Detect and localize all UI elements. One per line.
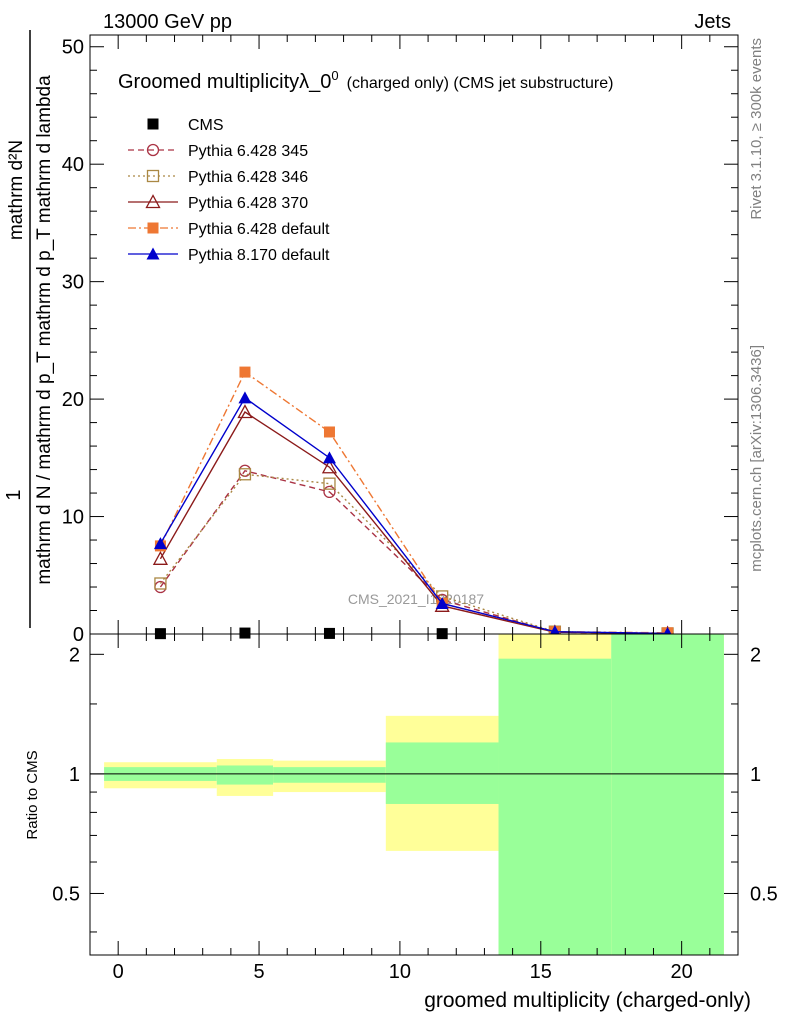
ratio-axes: 0.5 0.51 12 20 5 10 15 20 bbox=[52, 634, 778, 983]
ratio-y-tick-label-right: 2 bbox=[750, 644, 761, 666]
watermark: CMS_2021_I1920187 bbox=[348, 591, 484, 607]
legend-marker-0 bbox=[147, 118, 159, 130]
data-point-s5-0 bbox=[153, 537, 167, 550]
x-tick-label: 15 bbox=[530, 961, 552, 983]
data-point-s5-1 bbox=[238, 391, 252, 404]
series-line-5 bbox=[159, 396, 668, 635]
x-tick-label: 5 bbox=[253, 961, 264, 983]
y-tick-label: 10 bbox=[62, 507, 84, 529]
ratio-y-tick-label: 2 bbox=[69, 644, 80, 666]
ratio-frame bbox=[89, 633, 739, 956]
series-line-1 bbox=[159, 469, 668, 635]
legend-marker-1 bbox=[146, 143, 160, 157]
legend: CMS Pythia 6.428 345 Pythia 6.428 346 Pythi… bbox=[128, 117, 330, 264]
ratio-band-green-2 bbox=[273, 767, 386, 783]
plot-title-main: Groomed multiplicityλ_0 bbox=[118, 71, 331, 93]
main-axes: 0 10 20 30 40 50 bbox=[62, 35, 739, 646]
y-tick-label: 0 bbox=[73, 624, 84, 646]
data-point-s5-2 bbox=[322, 451, 336, 464]
series-line-2 bbox=[159, 473, 668, 635]
ratio-y-tick-label-right: 0.5 bbox=[750, 883, 778, 905]
legend-label-1: Pythia 6.428 345 bbox=[188, 143, 308, 160]
ratio-bands bbox=[104, 634, 724, 955]
ratio-y-label: Ratio to CMS bbox=[24, 750, 41, 839]
data-point-s3-1 bbox=[237, 404, 253, 419]
ratio-band-green-3 bbox=[385, 742, 499, 804]
legend-marker-2 bbox=[146, 169, 160, 183]
data-point-s3-2 bbox=[321, 459, 338, 474]
data-point-s0-2 bbox=[323, 627, 335, 639]
ratio-band-green-1 bbox=[216, 765, 274, 785]
y-label-numerator-right: mathrm d²N bbox=[6, 140, 27, 240]
data-point-s5-3 bbox=[435, 596, 449, 609]
x-tick-label: 10 bbox=[389, 961, 411, 983]
y-tick-label: 50 bbox=[62, 37, 84, 59]
series-line-4 bbox=[159, 371, 668, 634]
data-point-s4-2 bbox=[323, 426, 335, 438]
data-point-s2-2 bbox=[323, 477, 336, 490]
legend-label-2: Pythia 6.428 346 bbox=[188, 169, 308, 186]
legend-label-4: Pythia 6.428 default bbox=[188, 221, 330, 238]
legend-label-3: Pythia 6.428 370 bbox=[188, 195, 308, 212]
ratio-band-green-5 bbox=[611, 634, 724, 955]
plot-title-sup: 0 bbox=[331, 68, 338, 83]
y-label-denominator: mathrm d N / mathrm d p_T mathrm d p_T m… bbox=[34, 75, 55, 585]
data-point-s2-0 bbox=[154, 577, 167, 590]
x-axis-label: groomed multiplicity (charged-only) bbox=[424, 989, 751, 1012]
legend-label-0: CMS bbox=[188, 117, 224, 134]
x-tick-label: 0 bbox=[113, 961, 124, 983]
y-tick-label: 40 bbox=[62, 154, 84, 176]
rivet-note: Rivet 3.1.10, ≥ 300k events bbox=[748, 38, 765, 220]
plot-title-small: (charged only) (CMS jet substructure) bbox=[347, 75, 614, 92]
ratio-y-tick-label: 1 bbox=[69, 764, 80, 786]
legend-label-5: Pythia 8.170 default bbox=[188, 247, 330, 264]
main-series-group bbox=[152, 366, 676, 640]
data-point-s2-1 bbox=[238, 468, 252, 481]
data-point-s3-0 bbox=[152, 550, 169, 565]
header-left: 13000 GeV pp bbox=[103, 11, 232, 33]
ratio-y-tick-label-right: 1 bbox=[750, 764, 761, 786]
y-tick-label: 20 bbox=[62, 389, 84, 411]
plot-title: Groomed multiplicityλ_00 (charged only) (… bbox=[118, 68, 613, 93]
y-label-numerator: 1 bbox=[3, 489, 25, 500]
x-tick-label: 20 bbox=[671, 961, 693, 983]
data-point-s0-1 bbox=[239, 627, 251, 639]
legend-marker-5 bbox=[146, 247, 160, 260]
legend-marker-3 bbox=[145, 194, 161, 209]
mcplots-note: mcplots.cern.ch [arXiv:1306.3436] bbox=[748, 345, 765, 572]
ratio-y-tick-label: 0.5 bbox=[52, 883, 80, 905]
data-point-s1-2 bbox=[323, 485, 336, 499]
legend-marker-4 bbox=[147, 222, 159, 234]
data-point-s4-1 bbox=[239, 366, 251, 378]
header-right: Jets bbox=[694, 11, 731, 33]
y-tick-label: 30 bbox=[62, 272, 84, 294]
ratio-band-green-4 bbox=[498, 658, 612, 955]
